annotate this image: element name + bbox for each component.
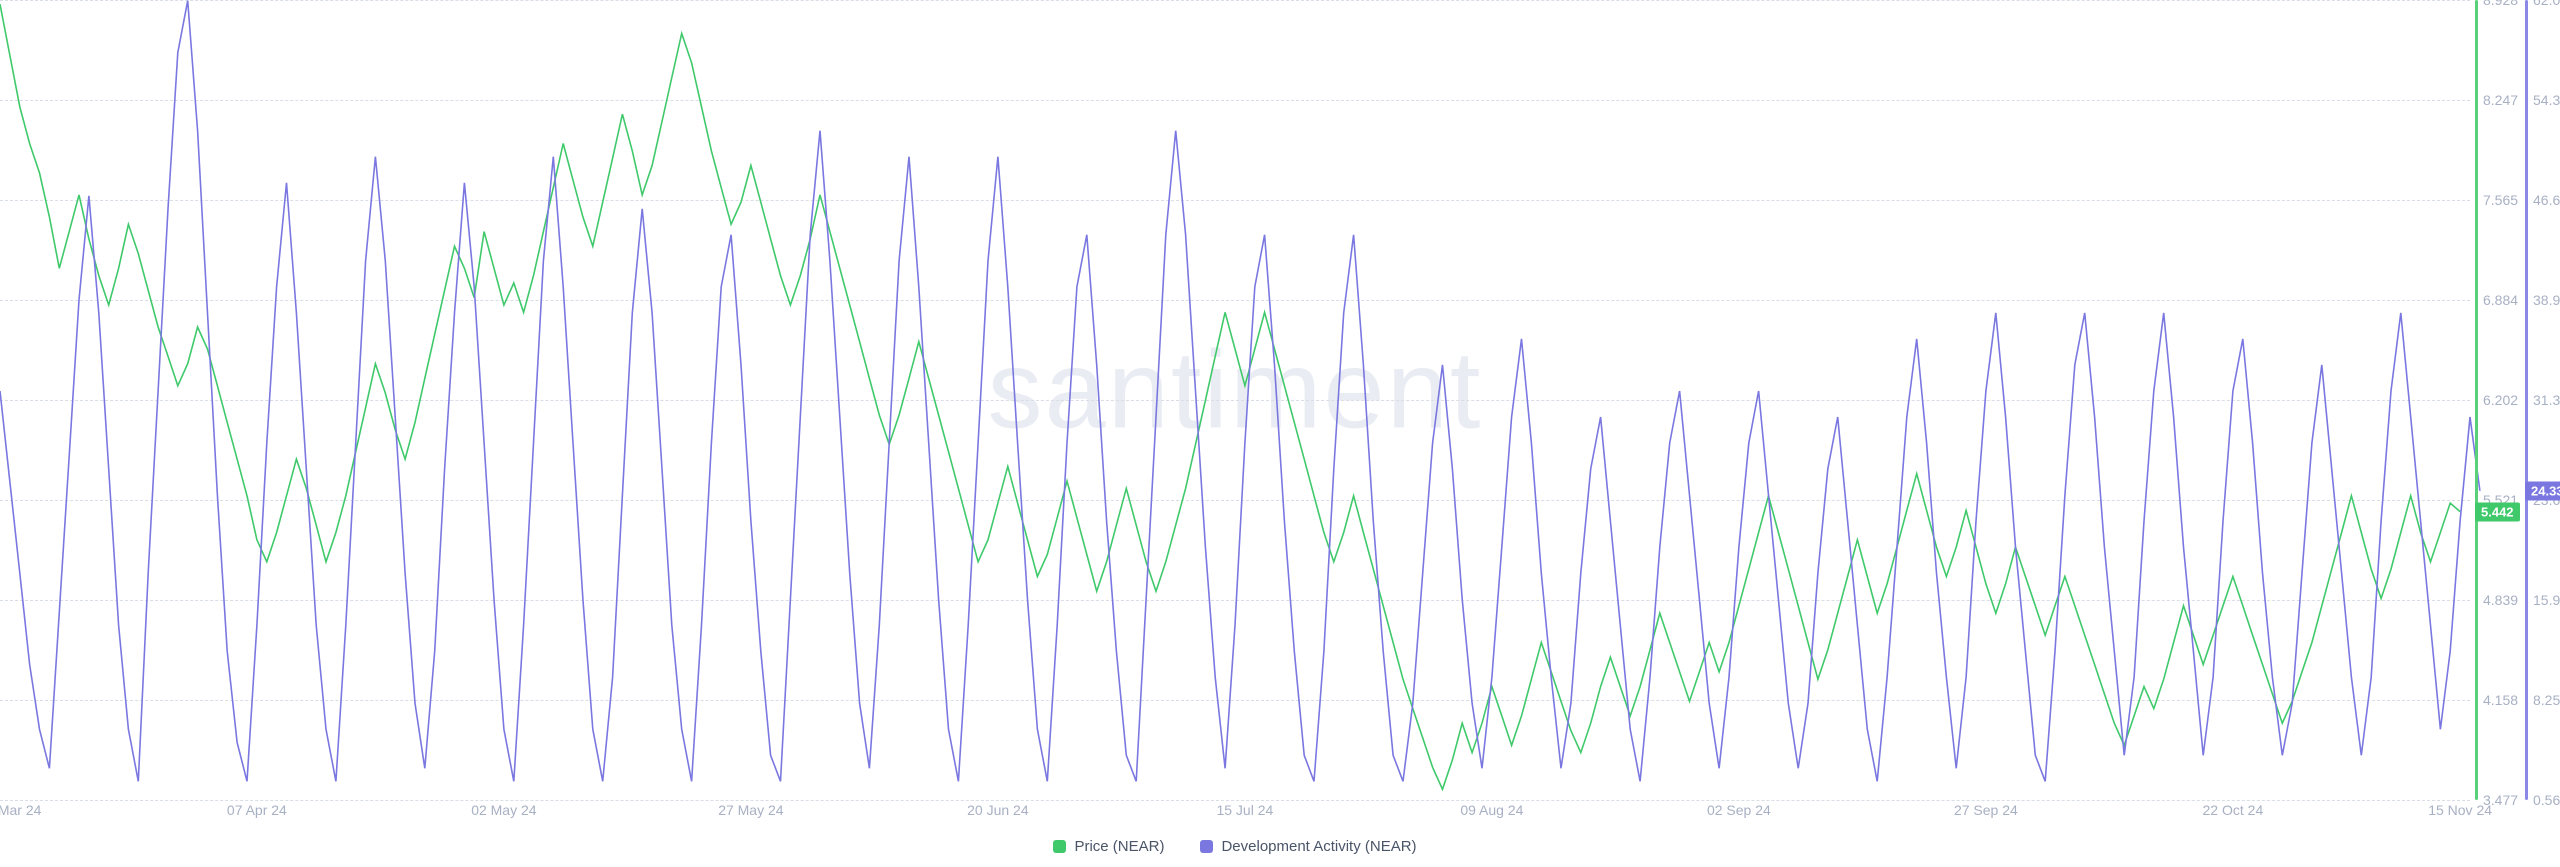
x-axis-tick: 02 May 24 bbox=[471, 802, 536, 818]
legend-label: Price (NEAR) bbox=[1074, 838, 1164, 855]
dev-activity-line bbox=[0, 1, 2480, 782]
axis-tick-label: 6.202 bbox=[2483, 392, 2518, 408]
legend-item: Development Activity (NEAR) bbox=[1200, 838, 1416, 855]
axis-tick-label: 62.044 bbox=[2533, 0, 2560, 8]
axis-tick-label: 8.251 bbox=[2533, 692, 2560, 708]
y-axis-dev-current-tag: 24.33 bbox=[2525, 481, 2560, 500]
x-axis-tick: 22 Oct 24 bbox=[2203, 802, 2264, 818]
x-axis-tick: 27 Sep 24 bbox=[1954, 802, 2018, 818]
chart-container: santiment 8.9288.2477.5656.8846.2025.521… bbox=[0, 0, 2560, 867]
legend-swatch bbox=[1053, 840, 1066, 853]
x-axis-tick: 15 Nov 24 bbox=[2428, 802, 2492, 818]
axis-tick-label: 38.99 bbox=[2533, 292, 2560, 308]
axis-tick-label: 31.305 bbox=[2533, 392, 2560, 408]
axis-tick-label: 7.565 bbox=[2483, 192, 2518, 208]
x-axis-tick: 14 Mar 24 bbox=[0, 802, 41, 818]
axis-tick-label: 8.928 bbox=[2483, 0, 2518, 8]
axis-tick-label: 4.158 bbox=[2483, 692, 2518, 708]
gridline bbox=[0, 800, 2470, 801]
plot-area: santiment bbox=[0, 0, 2470, 800]
line-layer bbox=[0, 0, 2470, 800]
legend-label: Development Activity (NEAR) bbox=[1221, 838, 1416, 855]
axis-tick-label: 0.566 bbox=[2533, 792, 2560, 808]
legend: Price (NEAR) Development Activity (NEAR) bbox=[0, 838, 2470, 857]
x-axis-tick: 09 Aug 24 bbox=[1460, 802, 1523, 818]
x-axis-tick: 15 Jul 24 bbox=[1216, 802, 1273, 818]
axis-tick-label: 46.675 bbox=[2533, 192, 2560, 208]
y-axis-dev-bar bbox=[2525, 0, 2528, 800]
y-axis-price-current-tag: 5.442 bbox=[2475, 502, 2520, 521]
price-line bbox=[0, 4, 2460, 789]
axis-tick-label: 8.247 bbox=[2483, 92, 2518, 108]
y-axis-price-bar bbox=[2475, 0, 2478, 800]
x-axis-tick: 07 Apr 24 bbox=[227, 802, 287, 818]
axis-tick-label: 4.839 bbox=[2483, 592, 2518, 608]
axis-tick-label: 54.359 bbox=[2533, 92, 2560, 108]
axis-tick-label: 6.884 bbox=[2483, 292, 2518, 308]
x-axis-tick: 27 May 24 bbox=[718, 802, 783, 818]
legend-item: Price (NEAR) bbox=[1053, 838, 1164, 855]
x-axis-tick: 20 Jun 24 bbox=[967, 802, 1029, 818]
axis-tick-label: 15.935 bbox=[2533, 592, 2560, 608]
x-axis: 14 Mar 24 07 Apr 24 02 May 24 27 May 24 20 J… bbox=[0, 802, 2470, 824]
legend-swatch bbox=[1200, 840, 1213, 853]
x-axis-tick: 02 Sep 24 bbox=[1707, 802, 1771, 818]
